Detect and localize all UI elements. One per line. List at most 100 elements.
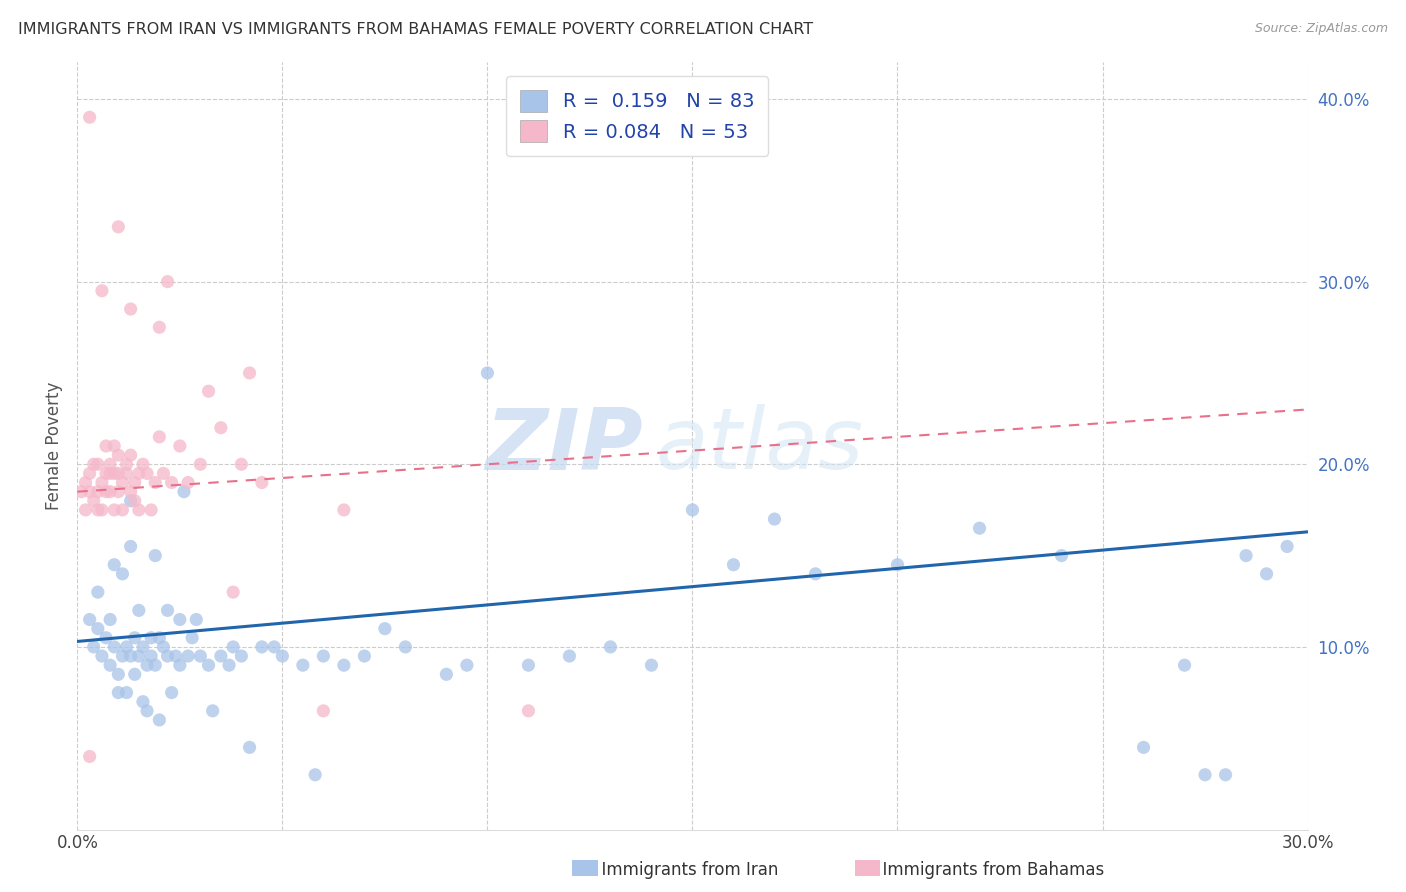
Point xyxy=(98,613,121,627)
Point xyxy=(209,421,232,435)
Point xyxy=(120,540,142,554)
Point xyxy=(124,667,146,681)
Point xyxy=(132,457,155,471)
Point xyxy=(103,467,125,481)
Point xyxy=(115,457,138,471)
Point xyxy=(75,503,97,517)
Point xyxy=(291,658,314,673)
Point xyxy=(148,631,170,645)
Point xyxy=(250,640,273,654)
Point xyxy=(128,503,150,517)
Point xyxy=(98,467,121,481)
Text: Source: ZipAtlas.com: Source: ZipAtlas.com xyxy=(1254,22,1388,36)
Point xyxy=(304,768,326,782)
Point xyxy=(143,549,166,563)
Point xyxy=(186,613,208,627)
Point xyxy=(128,648,150,663)
Point xyxy=(111,503,134,517)
Point xyxy=(90,503,114,517)
Point xyxy=(136,467,159,481)
Point xyxy=(79,110,101,124)
Point xyxy=(517,704,540,718)
Point xyxy=(456,658,478,673)
Point xyxy=(209,648,232,663)
Point xyxy=(98,658,121,673)
Point xyxy=(120,648,142,663)
Point xyxy=(132,640,155,654)
Point xyxy=(239,366,262,380)
Text: IMMIGRANTS FROM IRAN VS IMMIGRANTS FROM BAHAMAS FEMALE POVERTY CORRELATION CHART: IMMIGRANTS FROM IRAN VS IMMIGRANTS FROM … xyxy=(18,22,814,37)
Point xyxy=(107,685,129,699)
Point xyxy=(188,457,212,471)
Point xyxy=(79,467,101,481)
Point xyxy=(120,484,142,499)
Point xyxy=(169,658,191,673)
Point xyxy=(222,640,245,654)
FancyBboxPatch shape xyxy=(572,860,598,876)
Point xyxy=(1234,549,1257,563)
Point xyxy=(79,749,101,764)
Point xyxy=(132,695,155,709)
Point xyxy=(120,448,142,462)
Point xyxy=(94,484,117,499)
Legend: R =  0.159   N = 83, R = 0.084   N = 53: R = 0.159 N = 83, R = 0.084 N = 53 xyxy=(506,76,768,156)
Point xyxy=(90,284,114,298)
Point xyxy=(804,566,827,581)
Point xyxy=(90,475,114,490)
Point xyxy=(263,640,285,654)
Point xyxy=(87,585,110,599)
Point xyxy=(239,740,262,755)
Point xyxy=(79,484,101,499)
Point xyxy=(1194,768,1216,782)
Point xyxy=(70,484,93,499)
Point xyxy=(250,475,273,490)
Point xyxy=(353,648,375,663)
Point xyxy=(98,484,121,499)
Point xyxy=(94,467,117,481)
Point xyxy=(87,503,110,517)
Point xyxy=(124,493,146,508)
Point xyxy=(136,704,159,718)
Point xyxy=(107,219,129,234)
Point xyxy=(173,484,195,499)
Point xyxy=(222,585,245,599)
Point xyxy=(197,658,219,673)
Point xyxy=(1215,768,1237,782)
Point xyxy=(120,301,142,316)
Point xyxy=(177,475,200,490)
Point xyxy=(169,613,191,627)
Point xyxy=(156,648,179,663)
Point xyxy=(231,457,253,471)
Point xyxy=(141,648,163,663)
Point xyxy=(477,366,499,380)
Point xyxy=(115,640,138,654)
Point xyxy=(152,467,174,481)
Point xyxy=(136,658,159,673)
Point xyxy=(87,484,110,499)
Point xyxy=(120,493,142,508)
Point xyxy=(1275,540,1298,554)
Point xyxy=(141,503,163,517)
Point xyxy=(886,558,908,572)
Point xyxy=(124,475,146,490)
Text: Immigrants from Iran: Immigrants from Iran xyxy=(591,861,778,879)
Point xyxy=(103,640,125,654)
Point xyxy=(103,439,125,453)
Point xyxy=(148,320,170,334)
Point xyxy=(115,685,138,699)
Point xyxy=(94,631,117,645)
Point xyxy=(111,566,134,581)
Point xyxy=(374,622,396,636)
Text: Immigrants from Bahamas: Immigrants from Bahamas xyxy=(872,861,1104,879)
Point xyxy=(333,503,356,517)
Point xyxy=(640,658,662,673)
Point xyxy=(75,475,97,490)
Y-axis label: Female Poverty: Female Poverty xyxy=(45,382,63,510)
Point xyxy=(124,631,146,645)
Point xyxy=(558,648,581,663)
Point xyxy=(143,658,166,673)
Point xyxy=(333,658,356,673)
Text: ZIP: ZIP xyxy=(485,404,644,488)
Point xyxy=(271,648,294,663)
Point xyxy=(115,467,138,481)
